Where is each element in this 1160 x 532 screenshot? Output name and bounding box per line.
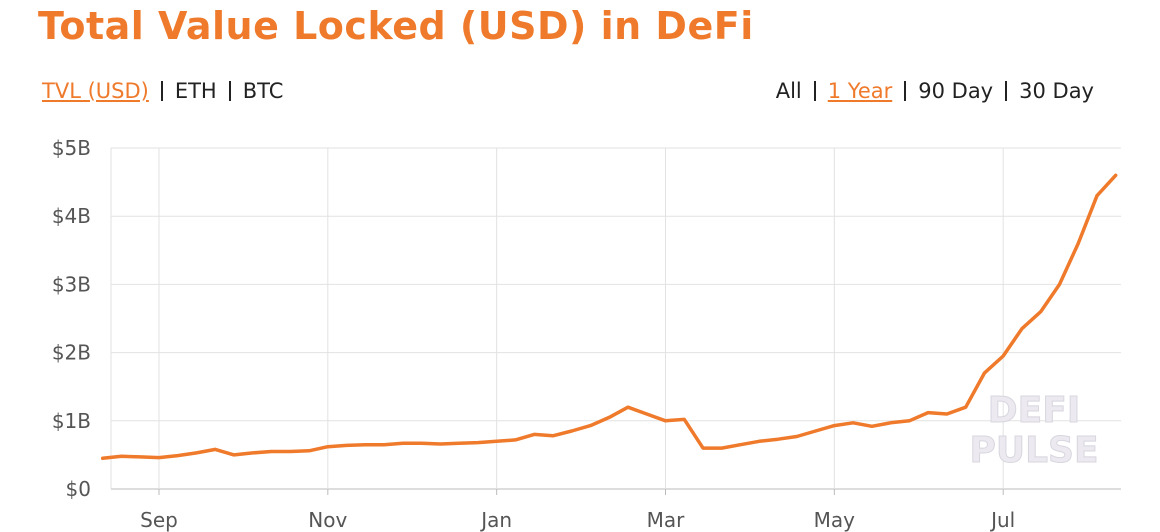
unit-tabs: TVL (USD) ETH BTC	[42, 79, 283, 103]
tab[interactable]: TVL (USD)	[42, 79, 149, 103]
tab[interactable]: 1 Year	[827, 79, 893, 103]
watermark: PULSE	[969, 430, 1098, 471]
tab-separator	[813, 81, 816, 101]
tab[interactable]: BTC	[242, 79, 284, 103]
x-tick-label: Nov	[308, 508, 347, 532]
y-tick-label: $1B	[52, 409, 91, 433]
y-tick-label: $3B	[52, 272, 91, 296]
tab[interactable]: 30 Day	[1019, 79, 1094, 103]
data-line	[100, 173, 1118, 461]
tab-separator	[228, 81, 231, 101]
x-tick-label: Jan	[479, 508, 512, 532]
tab[interactable]: ETH	[174, 79, 217, 103]
x-tick-label: Jul	[989, 508, 1015, 532]
tab-separator	[904, 81, 907, 101]
x-tick-label: Mar	[647, 508, 686, 532]
y-tick-label: $5B	[52, 136, 91, 160]
y-tick-label: $4B	[52, 204, 91, 228]
y-tick-label: $0	[66, 477, 91, 501]
tab-separator	[1005, 81, 1008, 101]
x-tick-label: Sep	[140, 508, 178, 532]
tab[interactable]: 90 Day	[918, 79, 994, 103]
tab[interactable]: All	[775, 79, 802, 103]
chart-title: Total Value Locked (USD) in DeFi	[38, 4, 754, 48]
tab-separator	[160, 81, 163, 101]
range-tabs: All 1 Year 90 Day 30 Day	[776, 79, 1094, 103]
watermark: DEFI	[988, 390, 1080, 431]
x-tick-label: May	[814, 508, 856, 532]
y-tick-label: $2B	[52, 341, 91, 365]
